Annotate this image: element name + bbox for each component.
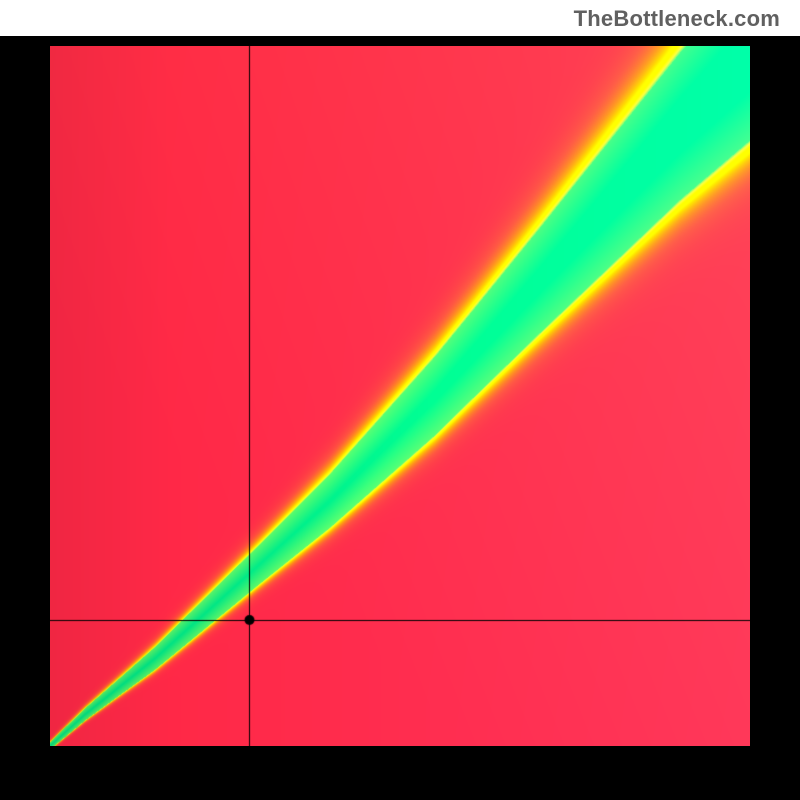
bottleneck-heatmap xyxy=(50,46,750,746)
chart-border xyxy=(0,36,800,800)
chart-container: TheBottleneck.com xyxy=(0,0,800,800)
watermark: TheBottleneck.com xyxy=(574,6,780,32)
